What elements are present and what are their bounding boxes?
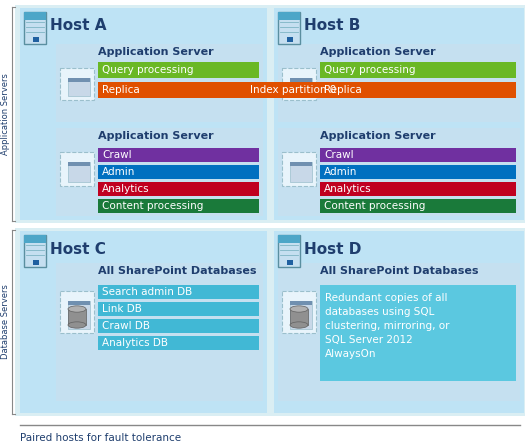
Bar	[290, 78, 312, 82]
Ellipse shape	[68, 322, 86, 328]
Bar	[290, 162, 312, 166]
Text: Admin: Admin	[324, 167, 357, 177]
Bar	[24, 235, 46, 267]
Bar	[98, 148, 259, 162]
Bar	[68, 301, 90, 329]
Text: Link DB: Link DB	[102, 304, 142, 314]
Bar	[98, 182, 259, 196]
Bar	[320, 82, 516, 98]
Bar	[320, 199, 516, 213]
Bar	[24, 235, 46, 243]
Bar	[278, 12, 300, 44]
Text: Index partition 0: Index partition 0	[250, 85, 337, 95]
Bar	[320, 62, 516, 78]
Text: Host B: Host B	[304, 19, 361, 34]
Bar	[98, 336, 259, 350]
Bar	[278, 235, 300, 267]
Text: Analytics: Analytics	[102, 184, 149, 194]
Bar	[98, 165, 259, 179]
Text: Replica: Replica	[324, 85, 362, 95]
Text: Admin: Admin	[102, 167, 135, 177]
Bar	[68, 78, 90, 82]
Bar	[56, 263, 263, 401]
Bar	[98, 82, 516, 98]
Bar	[56, 44, 263, 122]
Ellipse shape	[290, 322, 308, 328]
Bar	[60, 152, 94, 186]
Bar	[278, 235, 300, 243]
Text: Application Servers: Application Servers	[2, 73, 11, 155]
Bar	[24, 12, 46, 20]
Bar	[282, 291, 316, 333]
Text: Replica: Replica	[324, 85, 362, 95]
Bar	[68, 162, 90, 166]
Bar	[98, 285, 259, 299]
Text: Application Server: Application Server	[98, 47, 214, 57]
Bar	[24, 12, 46, 44]
Text: Application Server: Application Server	[98, 131, 214, 141]
Bar	[282, 68, 316, 100]
Bar	[320, 148, 516, 162]
Text: All SharePoint Databases: All SharePoint Databases	[98, 266, 257, 276]
Bar	[98, 62, 259, 78]
Bar	[278, 128, 520, 216]
Bar	[60, 68, 94, 100]
Bar	[98, 319, 259, 333]
Text: Query processing: Query processing	[102, 65, 193, 75]
Text: Crawl: Crawl	[102, 150, 131, 160]
Bar	[290, 78, 312, 96]
Bar	[282, 152, 316, 186]
Bar	[98, 199, 259, 213]
Text: Database Servers: Database Servers	[2, 285, 11, 359]
Bar	[68, 162, 90, 182]
Bar	[290, 301, 312, 329]
Text: Application Server: Application Server	[320, 47, 436, 57]
Text: All SharePoint Databases: All SharePoint Databases	[320, 266, 478, 276]
Text: Content processing: Content processing	[102, 201, 203, 211]
Ellipse shape	[290, 306, 308, 312]
Bar	[274, 8, 524, 220]
Bar	[320, 165, 516, 179]
Bar	[98, 302, 259, 316]
Bar	[278, 44, 520, 122]
Bar	[68, 301, 90, 305]
Bar	[290, 301, 312, 305]
Text: Analytics: Analytics	[324, 184, 372, 194]
Text: Replica: Replica	[102, 85, 140, 95]
Bar	[278, 12, 300, 20]
Text: Query processing: Query processing	[324, 65, 416, 75]
Bar	[98, 82, 259, 98]
Text: Crawl DB: Crawl DB	[102, 321, 150, 331]
Text: Host A: Host A	[50, 19, 107, 34]
Bar	[320, 285, 516, 381]
Bar	[287, 260, 293, 265]
Text: Replica: Replica	[102, 85, 140, 95]
Text: Paired hosts for fault tolerance: Paired hosts for fault tolerance	[20, 433, 181, 442]
Text: Host D: Host D	[304, 241, 361, 256]
Bar	[15, 5, 525, 223]
Bar	[290, 162, 312, 182]
Text: Analytics DB: Analytics DB	[102, 338, 168, 348]
Bar	[60, 291, 94, 333]
Text: Application Server: Application Server	[320, 131, 436, 141]
Bar	[20, 8, 267, 220]
Bar	[15, 228, 525, 416]
Bar	[68, 78, 90, 96]
Bar	[68, 309, 86, 325]
Bar	[274, 231, 524, 413]
Bar	[290, 309, 308, 325]
Bar	[320, 182, 516, 196]
Bar	[287, 37, 293, 42]
Text: Crawl: Crawl	[324, 150, 354, 160]
Text: Search admin DB: Search admin DB	[102, 287, 192, 297]
Bar	[33, 37, 39, 42]
Bar	[20, 231, 267, 413]
Text: Content processing: Content processing	[324, 201, 426, 211]
Bar	[56, 128, 263, 216]
Text: Host C: Host C	[50, 241, 106, 256]
Bar	[278, 263, 520, 401]
Bar	[33, 260, 39, 265]
Ellipse shape	[68, 306, 86, 312]
Text: Redundant copies of all
databases using SQL
clustering, mirroring, or
SQL Server: Redundant copies of all databases using …	[325, 293, 449, 359]
